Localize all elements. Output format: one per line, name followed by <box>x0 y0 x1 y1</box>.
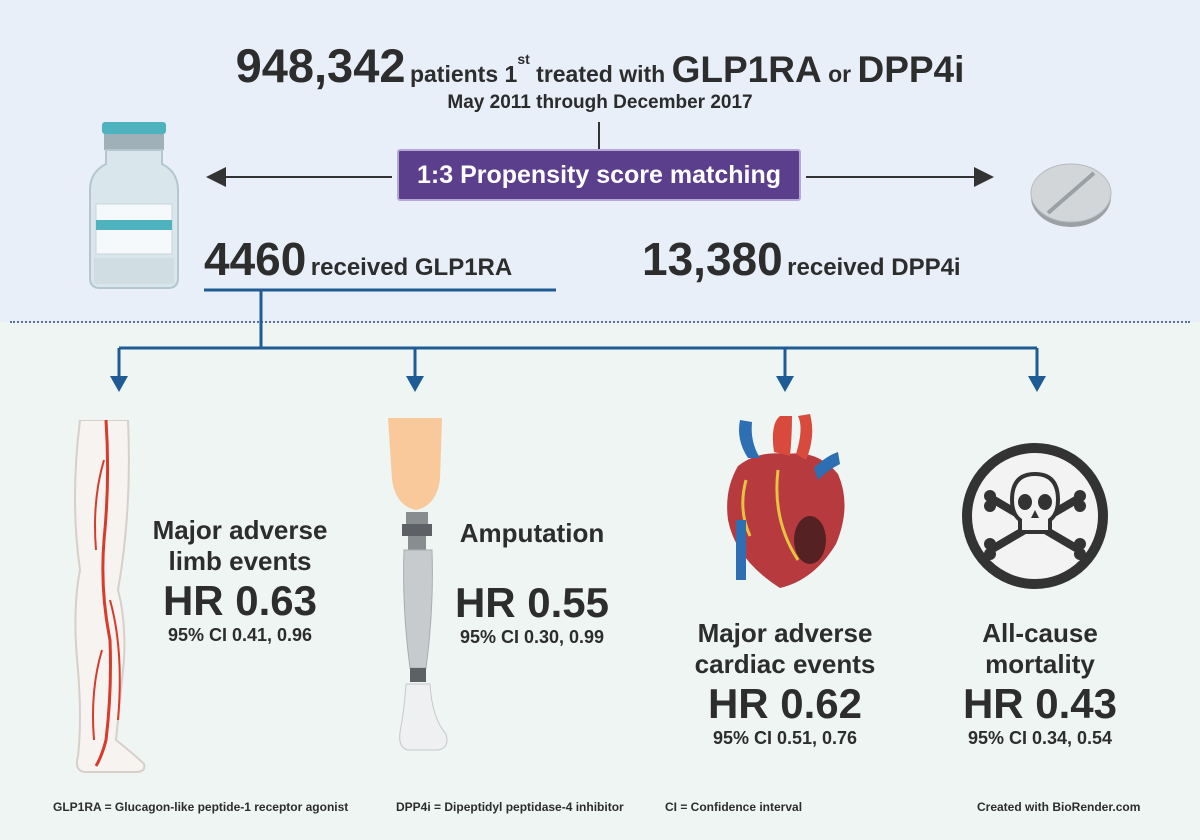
arrowhead-amputation <box>406 376 424 392</box>
headline-patients-text: patients 1 <box>409 61 518 87</box>
arrowhead-mortality <box>1028 376 1046 392</box>
skull-crossbones-icon <box>962 443 1108 589</box>
vial-icon <box>89 122 179 289</box>
dpp4i-text: received DPP4i <box>787 254 961 281</box>
headline-treated-text: treated with <box>529 61 672 87</box>
outcome-mortality-title-line2: mortality <box>985 649 1095 679</box>
patient-count: 948,342 <box>235 39 406 92</box>
outcome-mortality-ci: 95% CI 0.34, 0.54 <box>967 728 1113 748</box>
date-range: May 2011 through December 2017 <box>447 92 753 113</box>
heart-icon <box>727 414 845 588</box>
outcome-limb-events: Major adverse limb events HR 0.63 95% CI… <box>140 515 340 646</box>
footer-def-ci: CI = Confidence interval <box>665 800 803 814</box>
outcome-limb-title-line1: Major adverse <box>152 515 328 545</box>
glp1ra-text: received GLP1RA <box>310 254 513 281</box>
outcome-cardiac-title-line2: cardiac events <box>694 649 876 679</box>
tablet-icon <box>1030 163 1112 227</box>
propensity-matching-box: 1:3 Propensity score matching <box>397 149 801 201</box>
outcome-mortality-hr: HR 0.43 <box>962 680 1118 727</box>
arrowhead-cardiac <box>776 376 794 392</box>
outcome-limb-ci: 95% CI 0.41, 0.96 <box>167 625 313 645</box>
headline-conjunction: or <box>821 61 858 87</box>
prosthetic-leg-icon <box>388 418 448 751</box>
arrowhead-limb <box>110 376 128 392</box>
outcome-cardiac-events: Major adverse cardiac events HR 0.62 95%… <box>680 618 890 749</box>
glp1ra-count: 4460 <box>204 233 307 285</box>
headline-superscript: st <box>517 51 530 67</box>
outcome-amputation-title: Amputation <box>459 518 605 548</box>
headline: 948,342 patients 1st treated with GLP1RA… <box>0 38 1200 93</box>
outcome-limb-hr: HR 0.63 <box>162 577 318 624</box>
section-divider <box>10 321 1190 323</box>
headline-drug-a: GLP1RA <box>671 49 822 90</box>
footer-def-glp1ra: GLP1RA = Glucagon-like peptide-1 recepto… <box>53 800 349 814</box>
footer-def-dpp4i: DPP4i = Dipeptidyl peptidase-4 inhibitor <box>396 800 624 814</box>
outcome-limb-title-line2: limb events <box>168 546 312 576</box>
outcome-mortality-title-line1: All-cause <box>982 618 1098 648</box>
outcome-amputation-ci: 95% CI 0.30, 0.99 <box>459 627 605 647</box>
outcome-cardiac-ci: 95% CI 0.51, 0.76 <box>712 728 858 748</box>
outcome-cardiac-hr: HR 0.62 <box>707 680 863 727</box>
footer-credit: Created with BioRender.com <box>977 800 1141 814</box>
headline-drug-b: DPP4i <box>857 49 965 90</box>
dpp4i-group: 13,380 received DPP4i <box>642 232 961 286</box>
leg-arteries-icon <box>74 420 146 773</box>
outcome-cardiac-title-line1: Major adverse <box>697 618 873 648</box>
outcome-amputation: Amputation HR 0.55 95% CI 0.30, 0.99 <box>432 518 632 648</box>
glp1ra-group: 4460 received GLP1RA <box>204 232 512 286</box>
outcome-mortality: All-cause mortality HR 0.43 95% CI 0.34,… <box>935 618 1145 749</box>
dpp4i-count: 13,380 <box>642 233 783 285</box>
outcome-amputation-hr: HR 0.55 <box>454 579 610 626</box>
